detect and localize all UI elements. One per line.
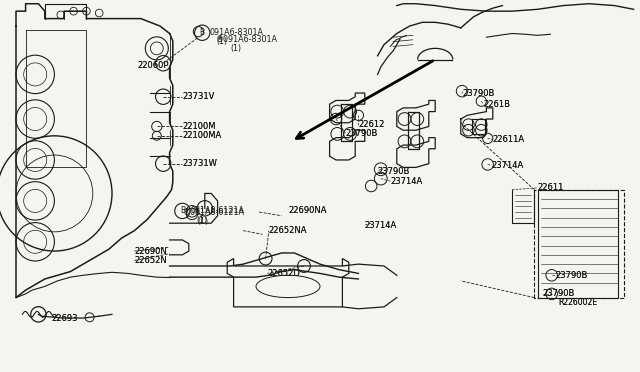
Text: 22690N: 22690N [134,247,167,256]
Text: 23790B: 23790B [462,89,495,97]
Text: 22611: 22611 [538,183,564,192]
Text: 23714A: 23714A [492,161,524,170]
Text: 23790B: 23790B [346,129,378,138]
Text: 081A8-6121A: 081A8-6121A [190,206,244,215]
Text: ®081A8-6121A: ®081A8-6121A [182,208,244,217]
Text: 22693: 22693 [51,314,77,323]
Text: (1): (1) [196,216,207,225]
Text: 22611: 22611 [538,183,564,192]
Text: 22100M: 22100M [182,122,216,131]
Text: 22611A: 22611A [493,135,525,144]
Text: 22612: 22612 [358,120,385,129]
Text: 091A6-8301A: 091A6-8301A [210,28,264,37]
Text: 23790B: 23790B [556,271,588,280]
Text: 22060P: 22060P [138,61,169,70]
Text: 22100M: 22100M [182,122,216,131]
Text: 23790B: 23790B [462,89,495,97]
Text: (1): (1) [216,37,227,46]
Text: ®091A6-8301A: ®091A6-8301A [216,35,278,44]
Text: 23790B: 23790B [556,271,588,280]
Text: B: B [200,28,205,37]
Text: (1): (1) [197,217,208,226]
Text: R226002E: R226002E [559,298,598,307]
Text: 23731V: 23731V [182,92,215,101]
Text: 23790B: 23790B [378,167,410,176]
Text: 22652D: 22652D [268,269,300,278]
Text: 22652N: 22652N [134,256,167,265]
Text: R226002E: R226002E [559,298,598,307]
Text: 23790B: 23790B [378,167,410,176]
Text: 22100MA: 22100MA [182,131,221,140]
Text: 22652D: 22652D [268,269,300,278]
Text: 22652N: 22652N [134,256,167,265]
Text: 2261B: 2261B [483,100,510,109]
Text: 22690N: 22690N [134,247,167,256]
Text: 23714A: 23714A [390,177,422,186]
Text: 23731W: 23731W [182,159,217,168]
Text: 22060P: 22060P [138,61,169,70]
Text: 23790B: 23790B [543,289,575,298]
Text: 22690NA: 22690NA [288,206,326,215]
Text: 23790B: 23790B [346,129,378,138]
Text: B: B [180,206,185,215]
Text: 23731V: 23731V [182,92,215,101]
Text: 22612: 22612 [358,120,385,129]
Text: 23714A: 23714A [365,221,397,230]
Text: 22690NA: 22690NA [288,206,326,215]
Text: 22693: 22693 [51,314,77,323]
Text: 22652NA: 22652NA [269,226,307,235]
Text: 22611A: 22611A [493,135,525,144]
Text: 22100MA: 22100MA [182,131,221,140]
Text: 23714A: 23714A [492,161,524,170]
Text: 23731W: 23731W [182,159,217,168]
Text: 23714A: 23714A [365,221,397,230]
Text: 23790B: 23790B [543,289,575,298]
Text: (1): (1) [230,44,241,53]
Text: 2261B: 2261B [483,100,510,109]
Text: 22652NA: 22652NA [269,226,307,235]
Text: 23714A: 23714A [390,177,422,186]
